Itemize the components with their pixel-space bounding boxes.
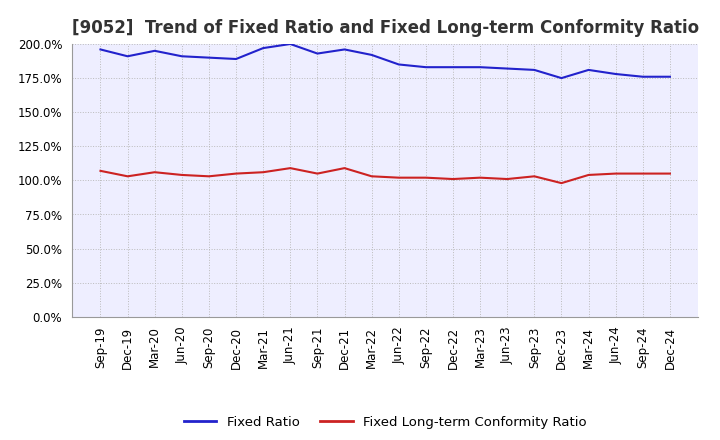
Fixed Ratio [639, 74, 647, 79]
Fixed Long-term Conformity Ratio [611, 171, 620, 176]
Fixed Ratio [476, 65, 485, 70]
Fixed Long-term Conformity Ratio [204, 174, 213, 179]
Fixed Ratio [421, 65, 430, 70]
Fixed Long-term Conformity Ratio [449, 176, 457, 182]
Fixed Ratio [503, 66, 511, 71]
Fixed Ratio [530, 67, 539, 73]
Fixed Long-term Conformity Ratio [530, 174, 539, 179]
Fixed Long-term Conformity Ratio [639, 171, 647, 176]
Fixed Ratio [449, 65, 457, 70]
Fixed Long-term Conformity Ratio [313, 171, 322, 176]
Fixed Ratio [286, 41, 294, 47]
Fixed Ratio [341, 47, 349, 52]
Fixed Long-term Conformity Ratio [557, 180, 566, 186]
Line: Fixed Ratio: Fixed Ratio [101, 44, 670, 78]
Line: Fixed Long-term Conformity Ratio: Fixed Long-term Conformity Ratio [101, 168, 670, 183]
Fixed Long-term Conformity Ratio [178, 172, 186, 178]
Fixed Ratio [96, 47, 105, 52]
Legend: Fixed Ratio, Fixed Long-term Conformity Ratio: Fixed Ratio, Fixed Long-term Conformity … [179, 411, 592, 434]
Fixed Long-term Conformity Ratio [665, 171, 674, 176]
Fixed Long-term Conformity Ratio [286, 165, 294, 171]
Fixed Long-term Conformity Ratio [150, 169, 159, 175]
Fixed Ratio [232, 56, 240, 62]
Fixed Long-term Conformity Ratio [503, 176, 511, 182]
Fixed Long-term Conformity Ratio [341, 165, 349, 171]
Fixed Long-term Conformity Ratio [367, 174, 376, 179]
Fixed Ratio [395, 62, 403, 67]
Fixed Ratio [259, 45, 268, 51]
Fixed Long-term Conformity Ratio [123, 174, 132, 179]
Fixed Long-term Conformity Ratio [584, 172, 593, 178]
Fixed Ratio [178, 54, 186, 59]
Fixed Ratio [584, 67, 593, 73]
Fixed Long-term Conformity Ratio [259, 169, 268, 175]
Fixed Ratio [557, 76, 566, 81]
Title: [9052]  Trend of Fixed Ratio and Fixed Long-term Conformity Ratio: [9052] Trend of Fixed Ratio and Fixed Lo… [71, 19, 699, 37]
Fixed Long-term Conformity Ratio [395, 175, 403, 180]
Fixed Ratio [204, 55, 213, 60]
Fixed Long-term Conformity Ratio [96, 168, 105, 173]
Fixed Ratio [150, 48, 159, 53]
Fixed Long-term Conformity Ratio [232, 171, 240, 176]
Fixed Ratio [665, 74, 674, 79]
Fixed Ratio [611, 71, 620, 77]
Fixed Long-term Conformity Ratio [421, 175, 430, 180]
Fixed Ratio [367, 52, 376, 58]
Fixed Long-term Conformity Ratio [476, 175, 485, 180]
Fixed Ratio [313, 51, 322, 56]
Fixed Ratio [123, 54, 132, 59]
